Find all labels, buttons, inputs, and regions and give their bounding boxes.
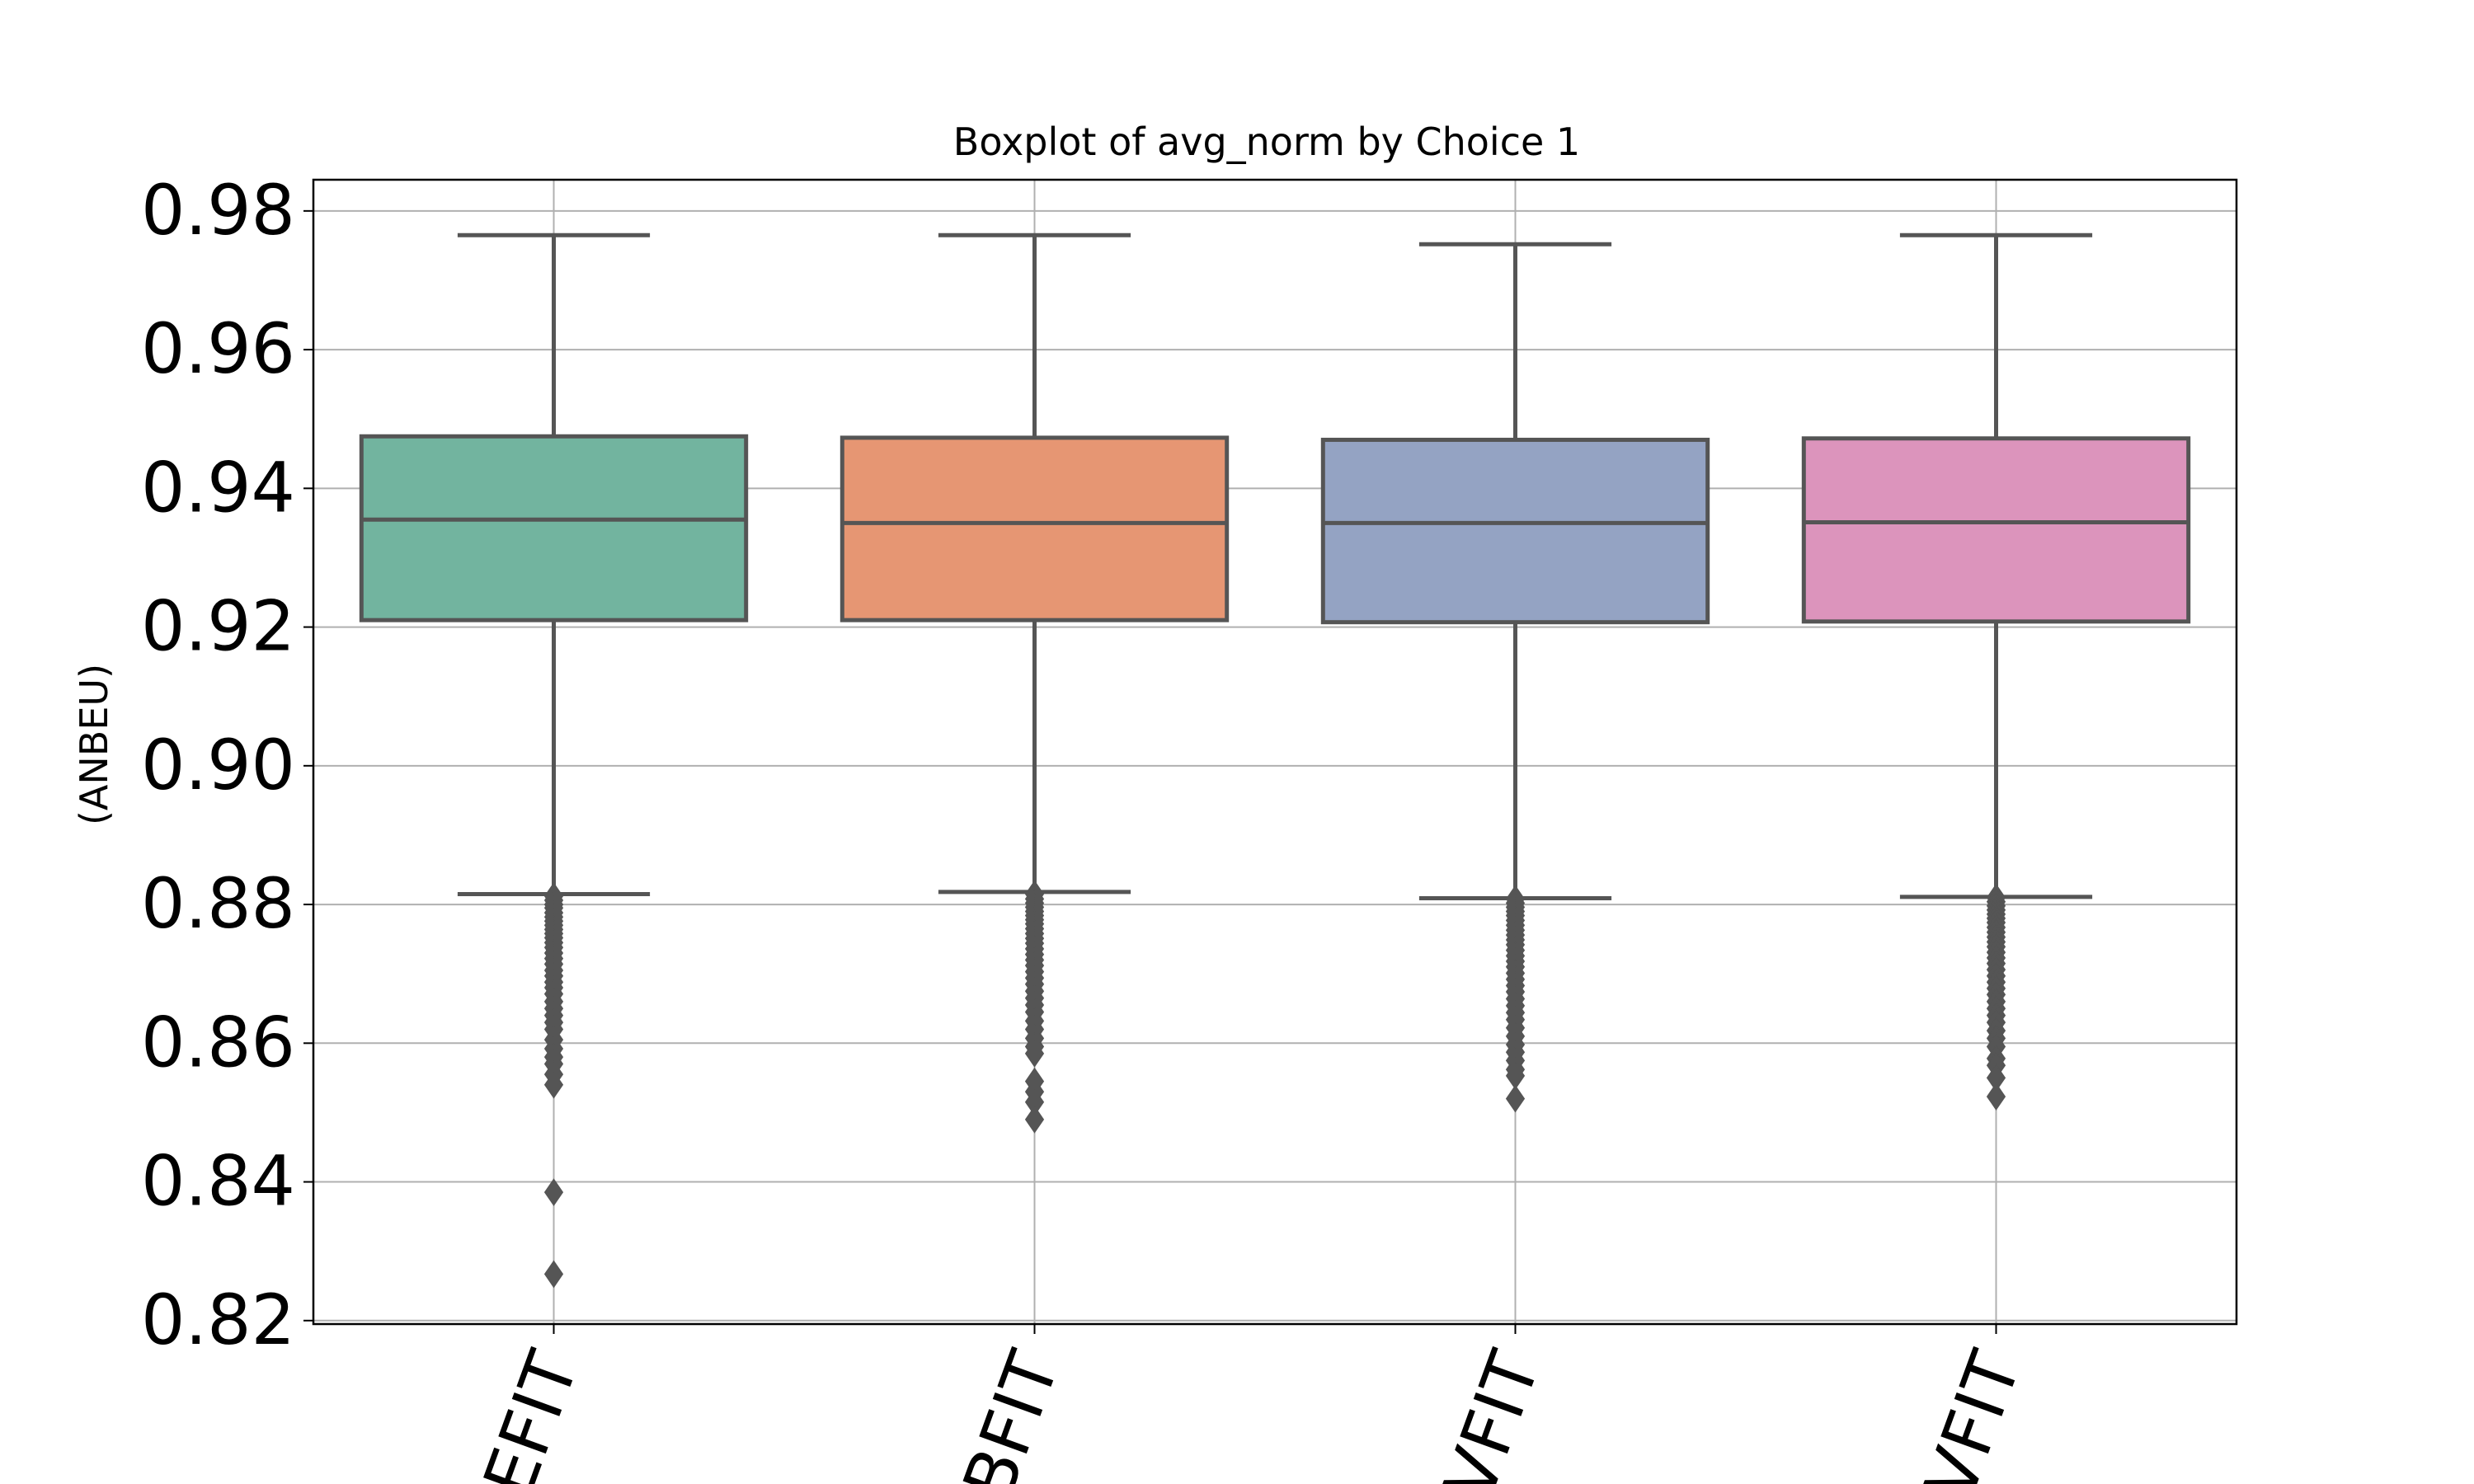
y-tick-label: 0.86 bbox=[141, 1002, 295, 1082]
iqr-box bbox=[840, 435, 1230, 622]
box-group bbox=[359, 232, 749, 1289]
y-tick-label: 0.84 bbox=[141, 1141, 295, 1222]
iqr-box bbox=[1320, 437, 1710, 625]
iqr-box bbox=[359, 434, 749, 622]
box-group bbox=[840, 232, 1230, 1134]
y-tick-label: 0.94 bbox=[141, 447, 295, 528]
x-tick-label: BFIT bbox=[948, 1341, 1075, 1484]
y-tick-label: 0.92 bbox=[141, 586, 295, 667]
x-tick-label: VFIT bbox=[1909, 1341, 2037, 1484]
y-tick-labels: 0.82 0.84 0.86 0.88 0.90 0.92 0.94 0.96 0.98 bbox=[141, 170, 313, 1360]
y-tick-label: 0.98 bbox=[141, 170, 295, 251]
box-group bbox=[1801, 232, 2191, 1111]
outlier-point bbox=[1986, 1082, 2006, 1111]
y-tick-label: 0.88 bbox=[141, 863, 295, 944]
outlier-point bbox=[1024, 1105, 1045, 1134]
plot-area-frame bbox=[312, 178, 2238, 1326]
outlier-point bbox=[543, 1260, 564, 1289]
box-layer bbox=[359, 232, 2191, 1289]
outlier-point bbox=[543, 1070, 564, 1099]
chart-title: Boxplot of avg_norm by Choice 1 bbox=[953, 120, 1580, 164]
y-tick-label: 0.82 bbox=[141, 1280, 295, 1360]
y-axis-label: (ANBEU) bbox=[72, 664, 116, 825]
outlier-point bbox=[1505, 1084, 1526, 1113]
outlier-point bbox=[1024, 1040, 1045, 1068]
box-group bbox=[1320, 242, 1710, 1113]
y-tick-label: 0.90 bbox=[141, 725, 295, 805]
x-tick-label: EFIT bbox=[468, 1341, 595, 1484]
iqr-box bbox=[1801, 436, 2191, 624]
y-tick-label: 0.96 bbox=[141, 308, 295, 389]
outlier-point bbox=[543, 1178, 564, 1207]
grid-layer bbox=[313, 180, 2236, 1324]
x-tick-labels: EFIT BFIT VFIT VFIT bbox=[468, 1324, 2037, 1484]
x-tick-label: VFIT bbox=[1428, 1341, 1556, 1484]
